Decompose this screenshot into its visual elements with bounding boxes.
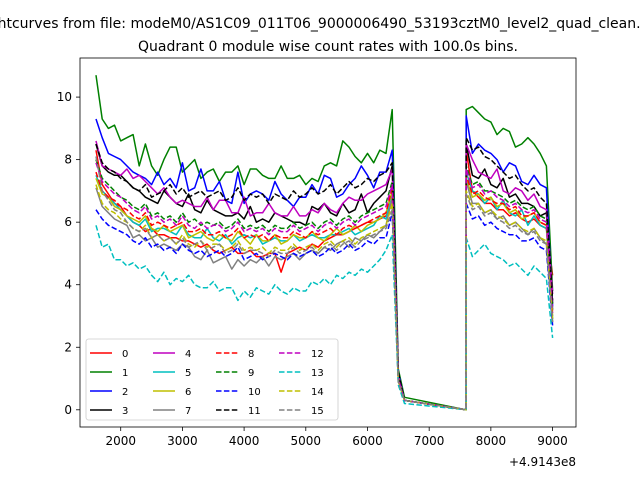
series-line-14 xyxy=(95,184,554,411)
series-line-10 xyxy=(95,202,554,411)
y-tick-label: 10 xyxy=(57,90,72,104)
legend-label-5: 5 xyxy=(185,368,191,379)
series-line-11 xyxy=(95,136,554,411)
legend-label-13: 13 xyxy=(311,368,324,379)
x-tick-label: 4000 xyxy=(229,434,260,448)
legend-label-11: 11 xyxy=(248,406,261,417)
legend-label-9: 9 xyxy=(248,368,254,379)
legend-label-8: 8 xyxy=(248,349,254,360)
series-line-13 xyxy=(95,225,554,411)
x-tick-label: 3000 xyxy=(167,434,198,448)
legend-box xyxy=(85,338,339,421)
legend-label-7: 7 xyxy=(185,406,191,417)
series-line-1 xyxy=(95,75,554,411)
legend-label-4: 4 xyxy=(185,349,191,360)
figure-suptitle: Lightcurves from file: modeM0/AS1C09_011… xyxy=(0,16,640,32)
x-tick-label: 2000 xyxy=(105,434,136,448)
x-tick-label: 8000 xyxy=(476,434,507,448)
series-line-7 xyxy=(95,180,554,411)
y-tick-label: 8 xyxy=(64,153,72,167)
legend-label-2: 2 xyxy=(122,387,128,398)
legend-label-0: 0 xyxy=(122,349,128,360)
series-line-15 xyxy=(95,156,554,411)
y-tick-label: 6 xyxy=(64,215,72,229)
legend-label-6: 6 xyxy=(185,387,191,398)
legend-label-3: 3 xyxy=(122,406,128,417)
series-line-5 xyxy=(95,171,554,411)
x-tick-label: 5000 xyxy=(291,434,322,448)
series-line-8 xyxy=(95,171,554,411)
x-tick-label: 6000 xyxy=(352,434,383,448)
x-tick-label: 7000 xyxy=(414,434,445,448)
series-line-4 xyxy=(95,140,554,411)
series-layer xyxy=(95,75,554,411)
legend-label-12: 12 xyxy=(311,349,324,360)
plot-frame xyxy=(79,57,577,428)
legend-label-14: 14 xyxy=(311,387,324,398)
x-tick-label: 9000 xyxy=(537,434,568,448)
y-tick-label: 2 xyxy=(64,340,72,354)
legend-label-15: 15 xyxy=(311,406,324,417)
chart-title: Quadrant 0 module wise count rates with … xyxy=(138,39,518,55)
y-tick-label: 0 xyxy=(64,403,72,417)
x-offset-text: +4.9143e8 xyxy=(509,455,576,469)
series-line-12 xyxy=(95,162,554,411)
legend-label-10: 10 xyxy=(248,387,261,398)
legend-label-1: 1 xyxy=(122,368,128,379)
series-line-9 xyxy=(95,159,554,411)
y-tick-label: 4 xyxy=(64,278,72,292)
